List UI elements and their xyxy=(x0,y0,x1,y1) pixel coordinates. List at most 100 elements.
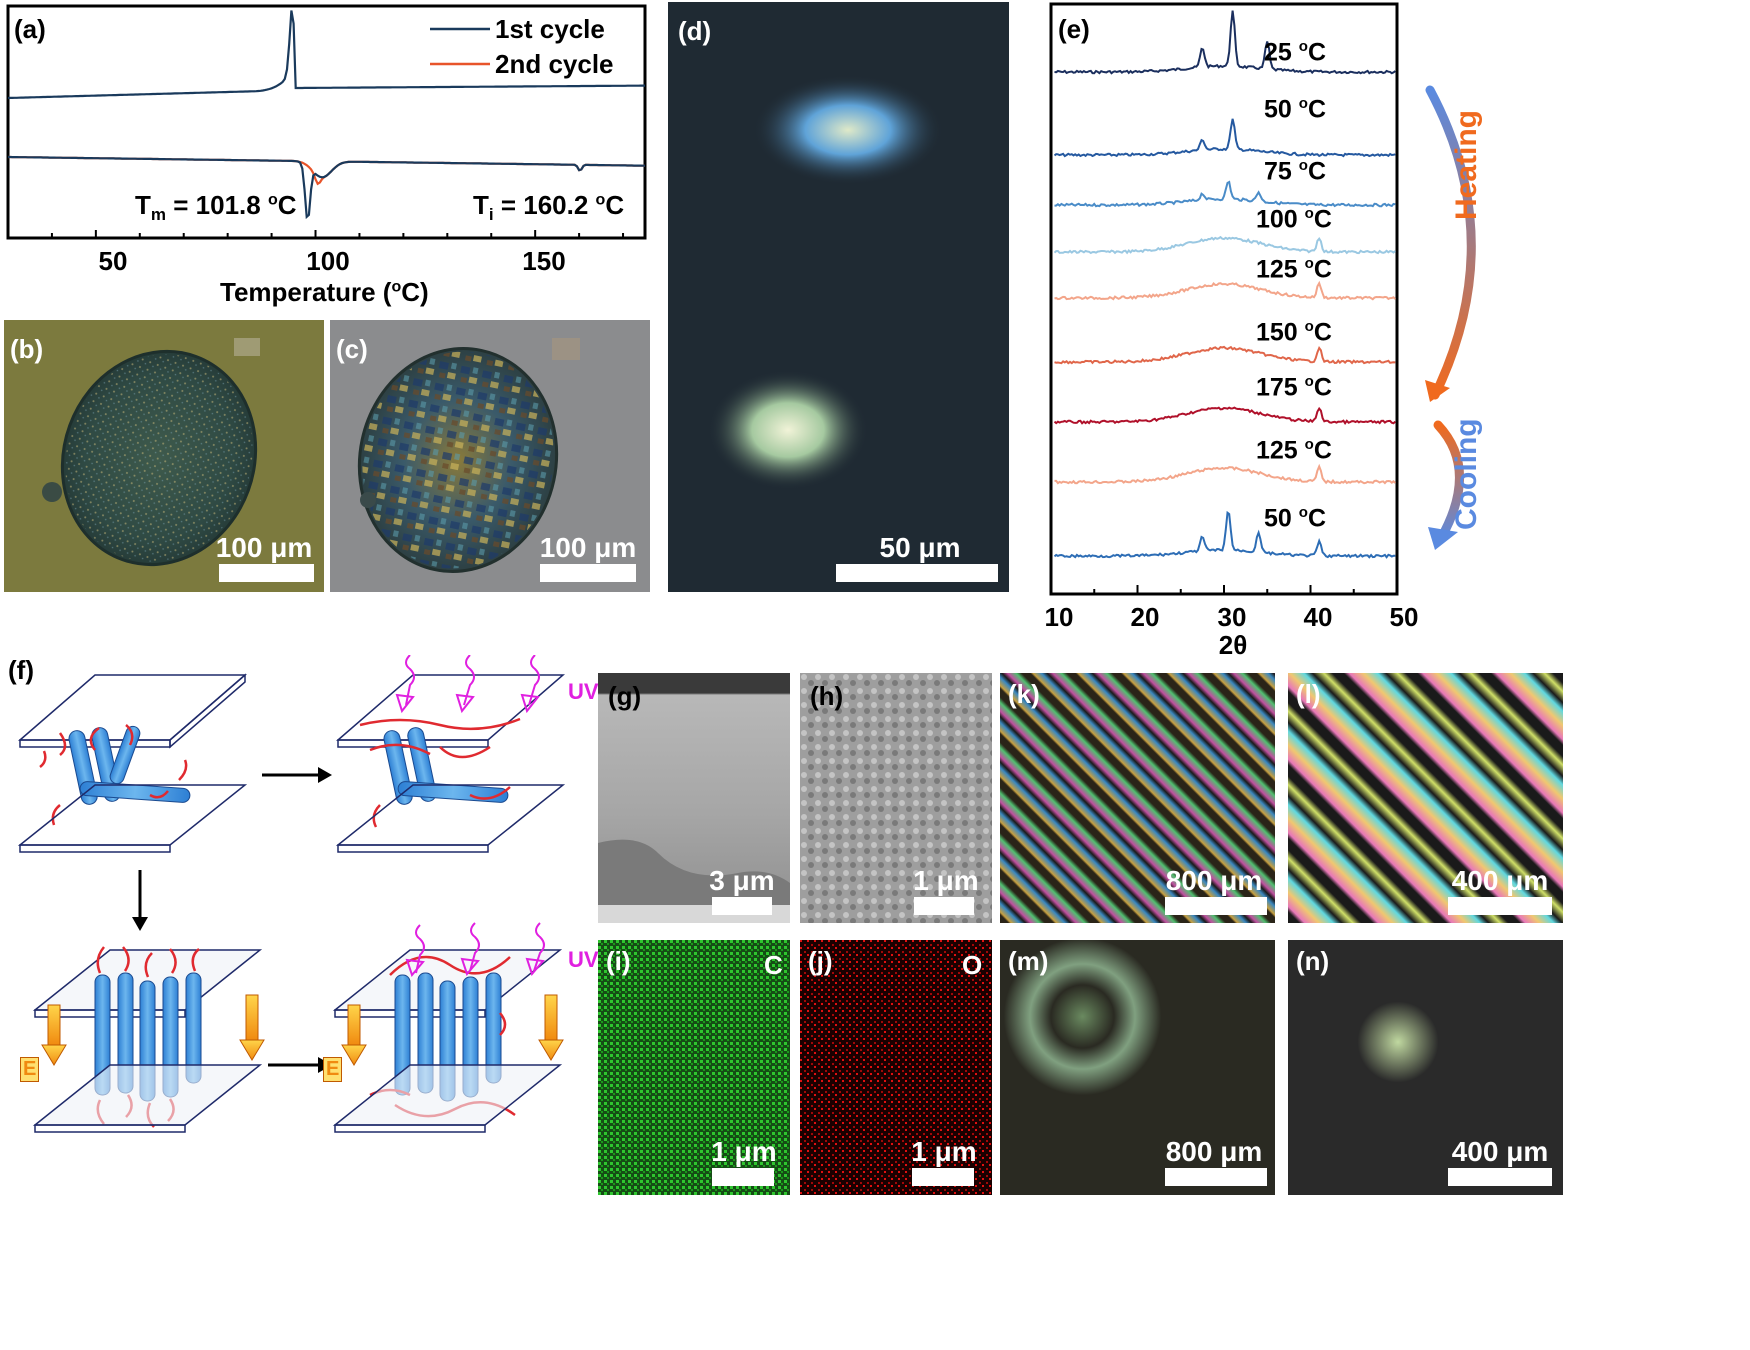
cooling-arrowhead xyxy=(1428,527,1458,550)
xrd-series-9 xyxy=(1053,510,1396,559)
xrd-series-4 xyxy=(1053,235,1396,255)
heating-label: Heating xyxy=(1450,109,1483,220)
scalebar-label-h: 1 μm xyxy=(913,865,979,896)
panel-h-sem: (h) 1 μm xyxy=(800,673,992,923)
panel-label-b: (b) xyxy=(10,334,44,364)
panel-k-pom: (k) 800 μm xyxy=(1000,673,1275,923)
panel-f-schematic: (f) UV UV E E xyxy=(0,654,600,1345)
legend-entry-1: 1st cycle xyxy=(495,14,605,44)
element-label-c: C xyxy=(764,950,783,980)
panel-label-g: (g) xyxy=(608,681,642,711)
tm-annotation: Tm = 101.8 oC xyxy=(135,190,297,225)
scalebar-label-g: 3 μm xyxy=(709,865,775,896)
scalebar-b xyxy=(219,564,314,582)
panel-label-f: (f) xyxy=(8,655,34,685)
xrd-series-5 xyxy=(1054,280,1397,301)
scalebar-label-j: 1 μm xyxy=(911,1136,977,1167)
dsc-frame xyxy=(6,4,647,240)
element-label-o: O xyxy=(962,950,983,980)
scalebar-d xyxy=(836,564,998,582)
heating-arrowhead xyxy=(1425,380,1450,402)
xrd-series-label-1: 25 oC xyxy=(1264,38,1326,67)
eds-oxygen-map xyxy=(800,940,992,1195)
cell-aligned-after-uv xyxy=(332,922,564,1133)
dsc-xlabel: Temperature (oC) xyxy=(220,277,429,307)
e-field-label-right: E xyxy=(323,1057,343,1082)
cell-aligned-before-uv xyxy=(32,946,265,1133)
xrd-xtick-40: 40 xyxy=(1303,602,1333,632)
scalebar-m xyxy=(1165,1168,1267,1186)
scalebar-label-n: 400 μm xyxy=(1451,1136,1549,1167)
dsc-chart xyxy=(6,4,647,240)
scalebar-g xyxy=(712,897,772,915)
uv-label-bottom: UV xyxy=(568,947,599,972)
scalebar-k xyxy=(1165,897,1267,915)
scalebar-i xyxy=(712,1168,774,1186)
dsc-xtick-150: 150 xyxy=(522,246,566,276)
panel-label-k: (k) xyxy=(1008,679,1040,709)
xrd-series-1 xyxy=(1054,10,1396,75)
panel-a: (a) 1st cycle 2nd cycle Tm = 101.8 oC Ti… xyxy=(0,0,655,320)
scalebar-label-l: 400 μm xyxy=(1451,865,1549,896)
scalebar-label-k: 800 μm xyxy=(1165,865,1263,896)
xrd-xtick-50: 50 xyxy=(1389,602,1419,632)
scalebar-j xyxy=(912,1168,974,1186)
xrd-series-label-7: 175 oC xyxy=(1256,373,1332,402)
xrd-series-7 xyxy=(1053,406,1396,425)
cooling-arrow xyxy=(1433,420,1464,545)
xrd-series-label-9: 50 oC xyxy=(1264,504,1326,533)
panel-j-eds: (j) O 1 μm xyxy=(800,940,992,1195)
xrd-series-label-3: 75 oC xyxy=(1264,157,1326,186)
scalebar-n xyxy=(1448,1168,1552,1186)
sem-surface xyxy=(800,673,992,923)
xrd-series-label-5: 125 oC xyxy=(1256,255,1332,284)
xrd-series-label-8: 125 oC xyxy=(1256,436,1332,465)
panel-l-pom: (l) 400 μm xyxy=(1288,673,1563,923)
eds-carbon-map xyxy=(598,940,790,1195)
scalebar-label-c: 100 μm xyxy=(539,532,637,563)
xrd-series-label-6: 150 oC xyxy=(1256,318,1332,347)
panel-b-micrograph: (b) 100 μm xyxy=(4,320,324,592)
panel-label-n: (n) xyxy=(1296,946,1330,976)
xrd-series-8 xyxy=(1054,463,1396,485)
cell-random-after-uv xyxy=(335,654,566,853)
legend-entry-2: 2nd cycle xyxy=(495,49,614,79)
panel-label-m: (m) xyxy=(1008,946,1049,976)
dsc-1st-cycle-cooling-line xyxy=(8,155,645,220)
alignment-schematic xyxy=(17,654,566,1133)
scalebar-label-i: 1 μm xyxy=(711,1136,777,1167)
e-field-label-left: E xyxy=(20,1057,40,1082)
xrd-xlabel: 2θ xyxy=(1218,630,1248,660)
panel-label-d: (d) xyxy=(678,16,712,46)
xrd-series-6 xyxy=(1054,345,1396,365)
heating-arrow xyxy=(1425,85,1476,400)
panel-m-pom: (m) 800 μm xyxy=(1000,940,1275,1195)
panel-label-l: (l) xyxy=(1296,679,1321,709)
maltese-cross-image xyxy=(708,75,943,490)
panel-label-a: (a) xyxy=(14,14,46,44)
uv-label-top: UV xyxy=(568,679,599,704)
panel-e: (e) 25 oC 50 oC 75 oC 100 oC 125 oC 150 oC 175… xyxy=(1030,0,1750,660)
ti-annotation: Ti = 160.2 oC xyxy=(473,190,625,225)
scalebar-label-b: 100 μm xyxy=(215,532,313,563)
cooling-label: Cooling xyxy=(1450,418,1483,530)
dsc-2nd-cycle-cooling-line xyxy=(8,155,645,186)
panel-i-eds: (i) C 1 μm xyxy=(598,940,790,1195)
scalebar-label-m: 800 μm xyxy=(1165,1136,1263,1167)
droplet-image-c xyxy=(357,338,580,573)
xrd-xtick-30: 30 xyxy=(1217,602,1247,632)
cell-random-before-uv xyxy=(17,673,248,853)
xrd-xtick-10: 10 xyxy=(1044,602,1074,632)
panel-g-sem: (g) 3 μm xyxy=(598,673,790,923)
panel-label-i: (i) xyxy=(606,946,631,976)
panel-label-j: (j) xyxy=(808,946,833,976)
scalebar-l xyxy=(1448,897,1552,915)
droplet-image-b xyxy=(42,338,260,567)
panel-label-h: (h) xyxy=(810,681,844,711)
panel-label-c: (c) xyxy=(336,334,368,364)
scalebar-c xyxy=(540,564,636,582)
xrd-xtick-20: 20 xyxy=(1130,602,1160,632)
dsc-1st-cycle-heating-line xyxy=(7,10,645,100)
xrd-series-2 xyxy=(1053,118,1396,158)
dsc-xtick-100: 100 xyxy=(306,246,350,276)
